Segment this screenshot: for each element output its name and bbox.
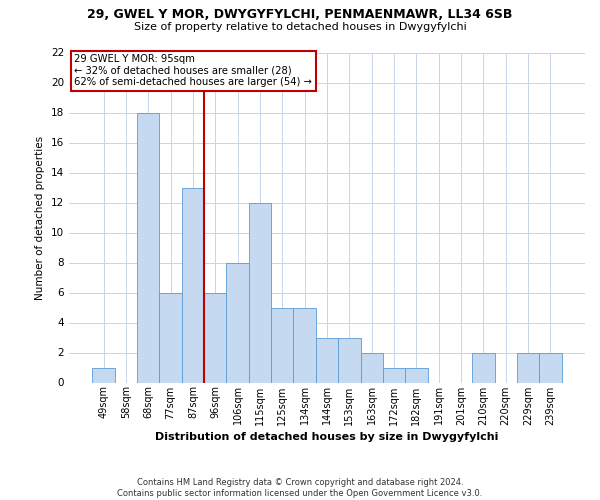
Bar (204, 292, 226, 382)
Bar (293, 308, 316, 382)
Bar (517, 352, 539, 382)
Bar (226, 262, 249, 382)
Bar (338, 338, 361, 382)
Bar (472, 352, 494, 382)
Text: Size of property relative to detached houses in Dwygyfylchi: Size of property relative to detached ho… (134, 22, 466, 32)
Y-axis label: Number of detached properties: Number of detached properties (35, 136, 46, 300)
Text: 29, GWEL Y MOR, DWYGYFYLCHI, PENMAENMAWR, LL34 6SB: 29, GWEL Y MOR, DWYGYFYLCHI, PENMAENMAWR… (88, 8, 512, 20)
Bar (271, 308, 293, 382)
X-axis label: Distribution of detached houses by size in Dwygyfylchi: Distribution of detached houses by size … (155, 432, 499, 442)
Bar (182, 188, 204, 382)
Text: Contains HM Land Registry data © Crown copyright and database right 2024.
Contai: Contains HM Land Registry data © Crown c… (118, 478, 482, 498)
Bar (137, 112, 160, 382)
Bar (361, 352, 383, 382)
Bar (539, 352, 562, 382)
Bar (405, 368, 428, 382)
Text: 29 GWEL Y MOR: 95sqm
← 32% of detached houses are smaller (28)
62% of semi-detac: 29 GWEL Y MOR: 95sqm ← 32% of detached h… (74, 54, 312, 88)
Bar (92, 368, 115, 382)
Bar (249, 202, 271, 382)
Bar (383, 368, 405, 382)
Bar (316, 338, 338, 382)
Bar (160, 292, 182, 382)
